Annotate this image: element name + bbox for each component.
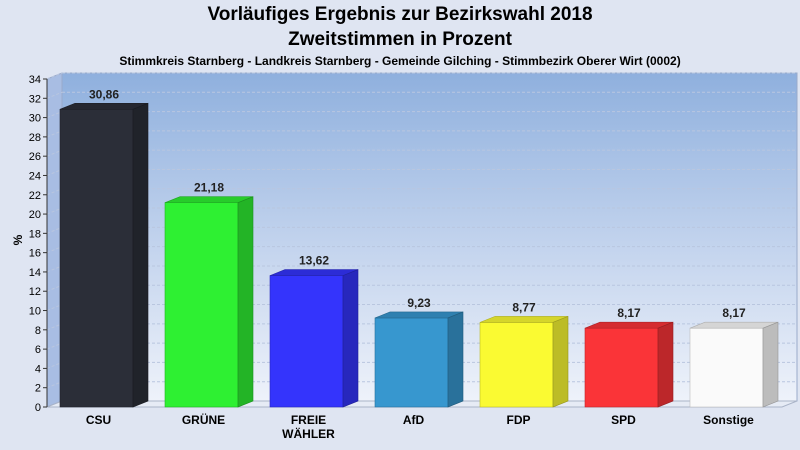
bar-side [552,315,569,408]
bar [164,196,254,408]
grid-line-side [46,265,63,273]
y-tick-label: 16 [29,248,41,260]
y-tick-label: 4 [35,363,41,375]
x-tick-label: AfD [403,413,425,427]
value-label: 9,23 [407,296,431,310]
bar [374,311,464,408]
grid-line-side [46,91,63,99]
grid-line-side [46,361,63,369]
grid-line-side [46,130,63,138]
x-tick-label: WÄHLER [282,426,335,441]
value-label: 30,86 [89,87,119,101]
x-tick-label: FREIE [291,413,326,427]
x-tick-label: SPD [611,413,636,427]
bar [584,321,674,408]
y-tick-label: 34 [29,74,41,86]
y-tick-label: 28 [29,132,41,144]
bar-side [132,102,149,408]
grid-line-side [46,246,63,254]
y-tick-label: 18 [29,228,41,240]
y-tick-label: 2 [35,383,41,395]
grid-line-side [46,381,63,389]
y-tick-label: 8 [35,325,41,337]
x-tick-label: Sonstige [703,413,754,427]
x-tick-label: GRÜNE [182,412,225,427]
bar-side [657,321,674,408]
y-tick-label: 22 [29,190,41,202]
chart-title: Vorläufiges Ergebnis zur Bezirkswahl 201… [207,4,593,25]
y-tick-label: 24 [29,170,41,182]
x-tick-label: FDP [507,413,531,427]
bar-front [269,275,344,408]
grid-line-side [46,323,63,331]
y-tick-label: 20 [29,209,41,221]
bar-side [342,269,359,408]
y-tick-label: 14 [29,267,41,279]
bar [479,315,569,408]
y-tick-label: 0 [35,402,41,414]
bar [59,102,149,408]
y-tick-label: 12 [29,286,41,298]
value-label: 13,62 [299,254,329,268]
bar-front [689,327,764,408]
y-tick-label: 30 [29,113,41,125]
bar-front [479,322,554,408]
grid-line-side [46,226,63,234]
value-label: 8,17 [617,306,641,320]
value-label: 8,77 [512,300,536,314]
grid-line-side [46,207,63,215]
bar-front [59,108,134,408]
bar-front [164,202,239,408]
grid-line-side [46,342,63,350]
grid-line-side [46,149,63,157]
y-tick-label: 6 [35,344,41,356]
grid-line-side [46,284,63,292]
bar [269,269,359,408]
y-axis-label: % [11,234,25,245]
grid-line-side [46,188,63,196]
bar-side [762,321,779,408]
grid-line-side [46,111,63,119]
y-tick-label: 32 [29,93,41,105]
bar-front [584,327,659,408]
value-label: 21,18 [194,181,224,195]
bar-side [447,311,464,408]
value-label: 8,17 [722,306,746,320]
chart-description: Stimmkreis Starnberg - Landkreis Starnbe… [119,54,681,68]
grid-line-side [46,72,63,80]
chart-subtitle: Zweitstimmen in Prozent [288,29,512,50]
bar-front [374,317,449,408]
y-tick-label: 26 [29,151,41,163]
y-tick-label: 10 [29,306,41,318]
grid-line-side [46,304,63,311]
grid-line-side [46,169,63,176]
bar [689,321,779,408]
x-tick-label: CSU [86,413,111,427]
bar-side [237,196,254,408]
